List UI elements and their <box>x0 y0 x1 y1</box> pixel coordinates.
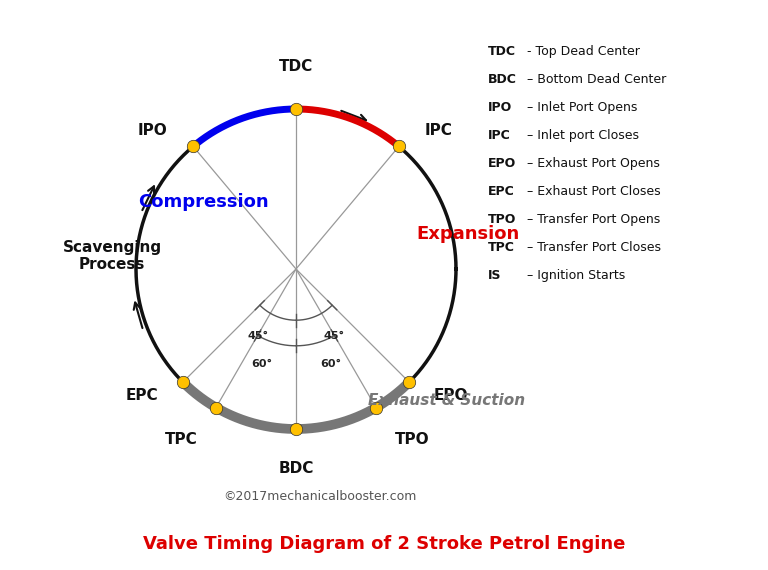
Text: ©2017mechanicalbooster.com: ©2017mechanicalbooster.com <box>223 490 417 503</box>
Text: EPO: EPO <box>434 388 468 403</box>
Text: Expansion: Expansion <box>416 225 519 243</box>
Text: TPO: TPO <box>488 213 516 226</box>
Text: EPC: EPC <box>488 185 515 198</box>
Text: 60°: 60° <box>320 359 341 369</box>
Text: IS: IS <box>488 269 502 282</box>
Text: TPC: TPC <box>488 241 515 254</box>
Point <box>290 104 302 113</box>
Point <box>290 425 302 434</box>
Text: Valve Timing Diagram of 2 Stroke Petrol Engine: Valve Timing Diagram of 2 Stroke Petrol … <box>143 535 625 553</box>
Text: – Transfer Port Closes: – Transfer Port Closes <box>523 241 661 254</box>
Point <box>187 142 200 151</box>
Text: 45°: 45° <box>247 331 269 340</box>
Text: TDC: TDC <box>279 59 313 74</box>
Point <box>403 377 415 386</box>
Text: Compression: Compression <box>138 193 269 211</box>
Point <box>392 142 405 151</box>
Point <box>210 403 222 412</box>
Text: - Top Dead Center: - Top Dead Center <box>523 45 640 58</box>
Text: – Bottom Dead Center: – Bottom Dead Center <box>523 73 667 86</box>
Text: BDC: BDC <box>278 461 313 476</box>
Text: EPC: EPC <box>125 388 158 403</box>
Text: TDC: TDC <box>488 45 516 58</box>
Point <box>370 403 382 412</box>
Text: EPO: EPO <box>488 157 516 170</box>
Text: Exhaust & Suction: Exhaust & Suction <box>368 393 525 408</box>
Text: – Inlet port Closes: – Inlet port Closes <box>523 129 639 142</box>
Text: TPO: TPO <box>395 432 429 447</box>
Text: – Exhaust Port Closes: – Exhaust Port Closes <box>523 185 660 198</box>
Text: BDC: BDC <box>488 73 517 86</box>
Text: IPC: IPC <box>425 123 453 138</box>
Text: 45°: 45° <box>323 331 345 340</box>
Point <box>177 377 189 386</box>
Text: – Exhaust Port Opens: – Exhaust Port Opens <box>523 157 660 170</box>
Text: IPO: IPO <box>488 101 512 114</box>
Text: IPC: IPC <box>488 129 511 142</box>
Text: TPC: TPC <box>165 432 197 447</box>
Text: – Transfer Port Opens: – Transfer Port Opens <box>523 213 660 226</box>
Text: Scavenging
Process: Scavenging Process <box>62 240 161 272</box>
Text: 60°: 60° <box>251 359 272 369</box>
Text: – Ignition Starts: – Ignition Starts <box>523 269 625 282</box>
Text: – Inlet Port Opens: – Inlet Port Opens <box>523 101 637 114</box>
Text: IPO: IPO <box>137 123 167 138</box>
